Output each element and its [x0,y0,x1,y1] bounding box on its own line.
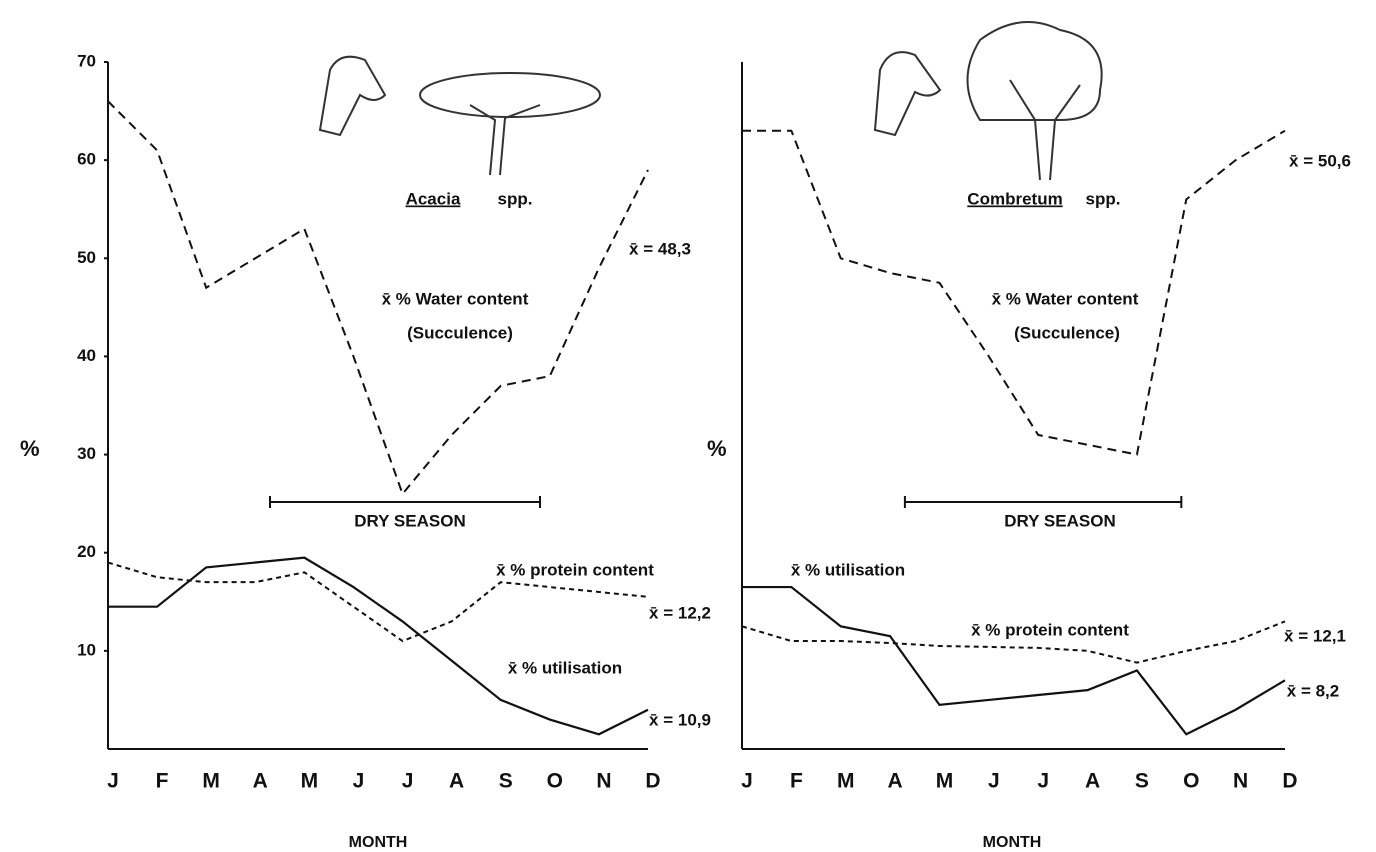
x-tick-label: O [1183,770,1199,793]
x-tick-label: J [988,770,1000,793]
x-axis-label: MONTH [983,834,1042,851]
series-label: x̄ % protein content [971,620,1129,639]
y-tick-label: 60 [77,150,96,169]
x-tick-label: A [449,770,464,793]
annotation: Acacia [406,189,461,208]
annotation: Combretum [967,189,1062,208]
series-label: x̄ % Water content [992,289,1139,308]
x-tick-label: S [1135,770,1149,793]
x-tick-label: J [402,770,414,793]
y-tick-label: 50 [77,248,96,267]
annotation: (Succulence) [407,323,513,342]
x-tick-label: D [645,770,660,793]
annotation: spp. [1086,189,1121,208]
annotation: x̄ = 48,3 [629,239,691,258]
annotation: x̄ = 10,9 [649,710,711,729]
y-axis-label: % [707,436,727,461]
x-tick-label: A [888,770,903,793]
annotation: DRY SEASON [1004,511,1115,530]
annotation: DRY SEASON [354,511,465,530]
annotation: x̄ = 12,2 [649,603,711,622]
y-tick-label: 20 [77,542,96,561]
x-tick-label: J [353,770,365,793]
x-tick-label: D [1282,770,1297,793]
x-tick-label: N [1233,770,1248,793]
series-line [108,558,648,735]
x-tick-label: J [107,770,119,793]
x-tick-label: N [596,770,611,793]
annotation: spp. [498,189,533,208]
series-label: x̄ % Water content [382,289,529,308]
figure: 10 20 30 40 50 60 70 J F M A M J J A S O N D% MONTH x̄ % Wat… [0,0,1376,852]
x-tick-label: S [499,770,513,793]
y-tick-label: 40 [77,346,96,365]
series-label: x̄ % protein content [496,560,654,579]
x-tick-label: O [547,770,563,793]
series-label: x̄ % utilisation [508,658,622,677]
annotation: x̄ = 8,2 [1287,681,1339,700]
y-tick-label: 70 [77,51,96,70]
illustration-right [875,22,1102,180]
annotation: x̄ = 50,6 [1289,151,1351,170]
x-axis-label: MONTH [349,834,408,851]
y-tick-label: 10 [77,640,96,659]
annotation: x̄ = 12,1 [1284,626,1346,645]
x-tick-label: M [301,770,319,793]
series-line [742,587,1285,734]
illustration-left [320,57,600,175]
y-tick-label: 30 [77,444,96,463]
y-axis-label: % [20,436,40,461]
x-tick-label: J [741,770,753,793]
annotation: (Succulence) [1014,323,1120,342]
series-line [108,101,648,494]
x-tick-label: M [837,770,855,793]
x-tick-label: F [790,770,803,793]
x-tick-label: A [253,770,268,793]
series-label: x̄ % utilisation [791,560,905,579]
x-tick-label: M [936,770,954,793]
x-tick-label: M [202,770,220,793]
x-tick-label: F [156,770,169,793]
x-tick-label: A [1085,770,1100,793]
x-tick-label: J [1037,770,1049,793]
